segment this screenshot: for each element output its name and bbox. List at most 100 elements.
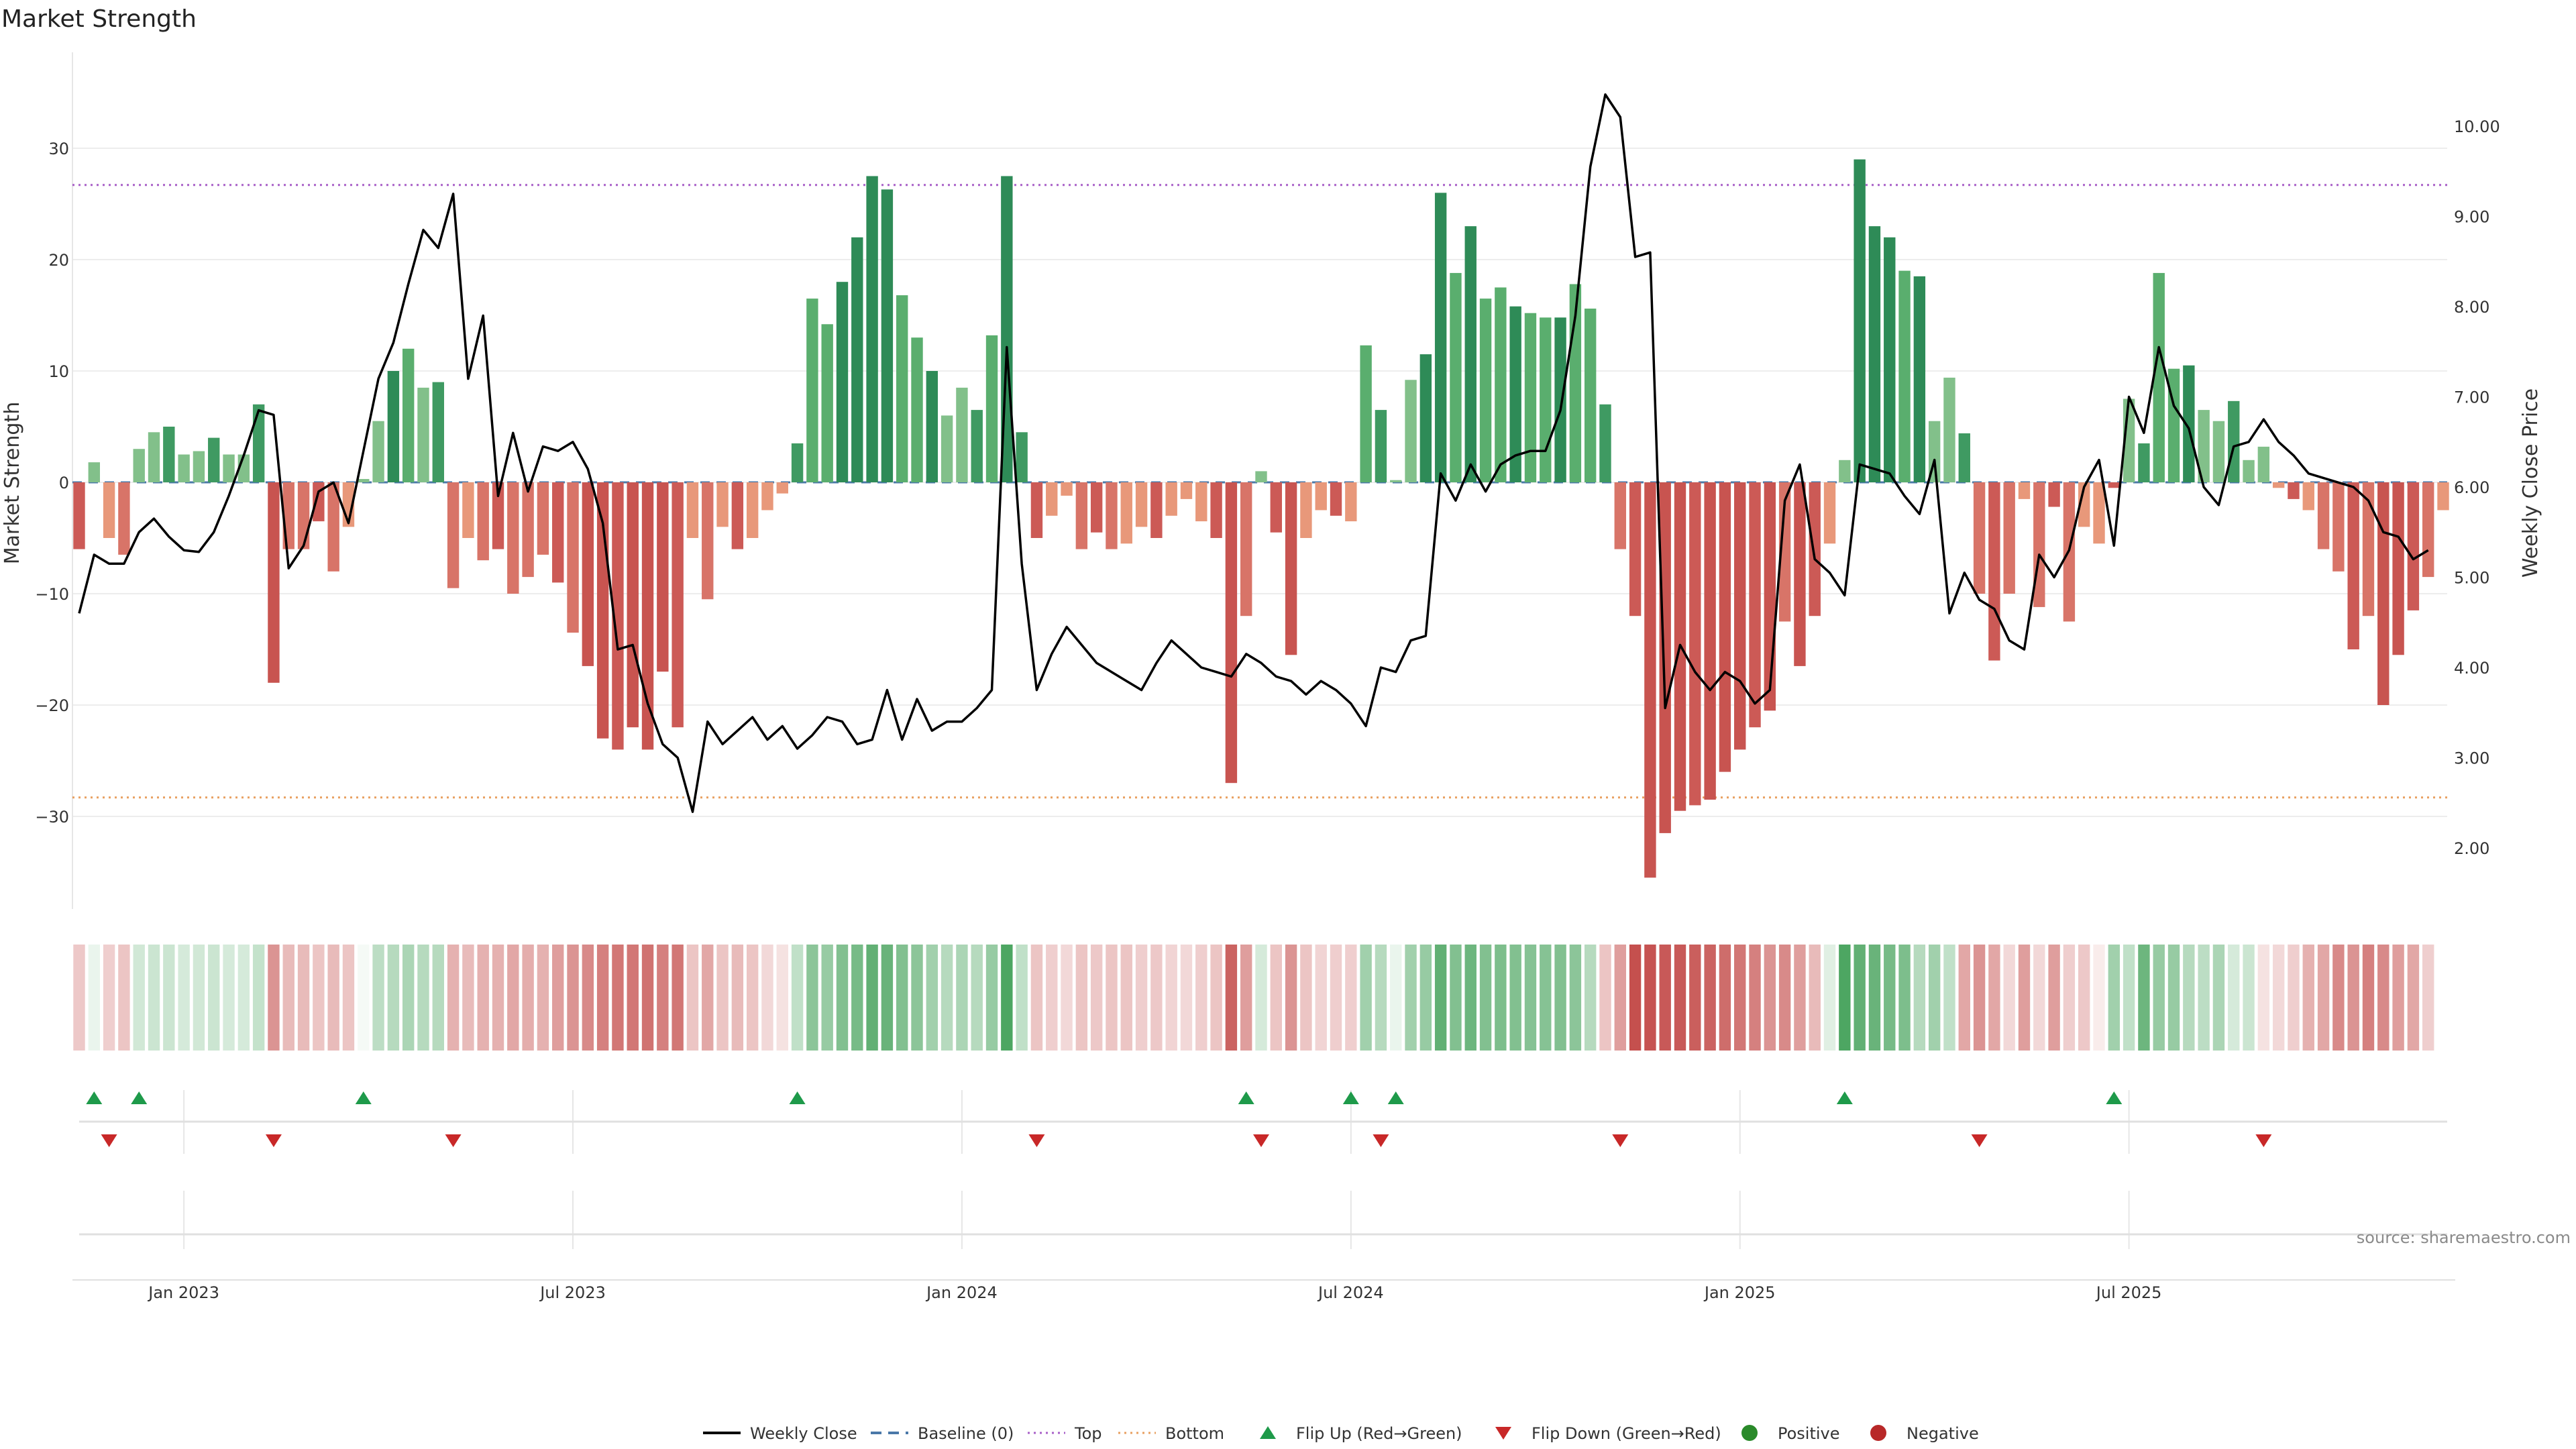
heat-cell [2138, 945, 2150, 1051]
y2-tick-label: 10.00 [2454, 117, 2500, 136]
strength-bar [88, 462, 101, 482]
legend-swatch [1260, 1426, 1276, 1439]
strength-bar [2093, 482, 2105, 544]
strength-bar [2407, 482, 2420, 610]
heat-cell [836, 945, 849, 1051]
flip-down-marker [1612, 1134, 1629, 1147]
heat-cell [776, 945, 788, 1051]
strength-bar [821, 324, 833, 482]
strength-bar [372, 421, 384, 482]
y-tick-label: −10 [35, 585, 69, 604]
flip-down-marker [101, 1134, 117, 1147]
strength-bar [2317, 482, 2330, 549]
strength-bar [2243, 460, 2255, 482]
legend-label: Bottom [1165, 1424, 1224, 1443]
heat-cell [193, 945, 205, 1051]
strength-bar [447, 482, 460, 588]
legend-label: Flip Down (Green→Red) [1532, 1424, 1721, 1443]
heat-cell [2033, 945, 2045, 1051]
heat-cell [1778, 945, 1791, 1051]
x-tick-label: Jan 2025 [1703, 1283, 1776, 1302]
strength-bar [1135, 482, 1148, 527]
heat-cell [956, 945, 968, 1051]
heat-cell [2153, 945, 2165, 1051]
strength-bar [1434, 193, 1447, 482]
legend-label: Positive [1778, 1424, 1840, 1443]
heat-cell [1794, 945, 1806, 1051]
strength-bar [672, 482, 684, 728]
strength-bar [1195, 482, 1208, 522]
heat-cell [791, 945, 804, 1051]
heat-cell [1315, 945, 1327, 1051]
strength-bar [776, 482, 788, 494]
heat-cell [387, 945, 400, 1051]
heat-cell [1614, 945, 1626, 1051]
right-axis-ticks: 10.00 9.00 8.00 7.00 6.00 5.00 4.00 3.00 2.00 [2454, 117, 2500, 858]
heat-cell [73, 945, 85, 1051]
strength-bar [2392, 482, 2404, 655]
strength-bar [133, 449, 145, 482]
heat-cell [447, 945, 460, 1051]
heat-cell [88, 945, 101, 1051]
y-tick-label: −20 [35, 696, 69, 715]
strength-bar [1659, 482, 1671, 833]
heat-cell [612, 945, 624, 1051]
strength-bar [641, 482, 654, 750]
heat-cell [1764, 945, 1776, 1051]
heat-cell [2347, 945, 2359, 1051]
heat-cell [223, 945, 235, 1051]
heat-cell [118, 945, 130, 1051]
heat-cell [2018, 945, 2031, 1051]
x-tick-label: Jan 2023 [147, 1283, 219, 1302]
strength-bar [1300, 482, 1312, 538]
strength-bar [1839, 460, 1851, 482]
flip-up-marker [789, 1091, 806, 1104]
strength-bar [193, 451, 205, 482]
heat-cell [2392, 945, 2404, 1051]
flip-up-marker [86, 1091, 103, 1104]
flip-down-marker [1971, 1134, 1988, 1147]
heat-cell [1135, 945, 1148, 1051]
strength-bar [926, 371, 938, 482]
strength-bar [1419, 354, 1432, 482]
heat-cell [1061, 945, 1073, 1051]
strength-bar [552, 482, 564, 583]
strength-bar [252, 404, 265, 482]
strength-bar [1524, 313, 1537, 482]
heat-cell [1464, 945, 1477, 1051]
heat-cell [1195, 945, 1208, 1051]
heat-cell [1988, 945, 2000, 1051]
flip-up-marker [1342, 1091, 1359, 1104]
heat-cell [297, 945, 310, 1051]
heat-cell [2243, 945, 2255, 1051]
strength-bar [462, 482, 474, 538]
strength-bar [1823, 482, 1836, 544]
heat-cell [702, 945, 714, 1051]
strength-bar [148, 432, 160, 482]
heat-cell [2123, 945, 2135, 1051]
flip-down-marker [1373, 1134, 1389, 1147]
y-tick-label: 30 [48, 140, 69, 158]
strength-bar [477, 482, 489, 561]
strength-bar [1390, 480, 1402, 482]
heat-cell [1270, 945, 1283, 1051]
strength-bar [1719, 482, 1731, 772]
strength-bar [103, 482, 115, 538]
heat-cell [1569, 945, 1582, 1051]
heat-cell [1479, 945, 1492, 1051]
strength-bar [2257, 446, 2270, 482]
heat-cell [1913, 945, 1926, 1051]
heat-cell [657, 945, 669, 1051]
legend-label: Flip Up (Red→Green) [1296, 1424, 1462, 1443]
strength-bar [2048, 482, 2060, 507]
legend-swatch [1741, 1425, 1758, 1441]
strength-bar [297, 482, 310, 549]
heat-cell [1330, 945, 1342, 1051]
heat-cell [761, 945, 773, 1051]
strength-bar [971, 410, 983, 482]
legend-label: Baseline (0) [918, 1424, 1014, 1443]
strength-bar [1030, 482, 1043, 538]
y2-tick-label: 7.00 [2454, 388, 2489, 407]
heat-cell [2198, 945, 2210, 1051]
